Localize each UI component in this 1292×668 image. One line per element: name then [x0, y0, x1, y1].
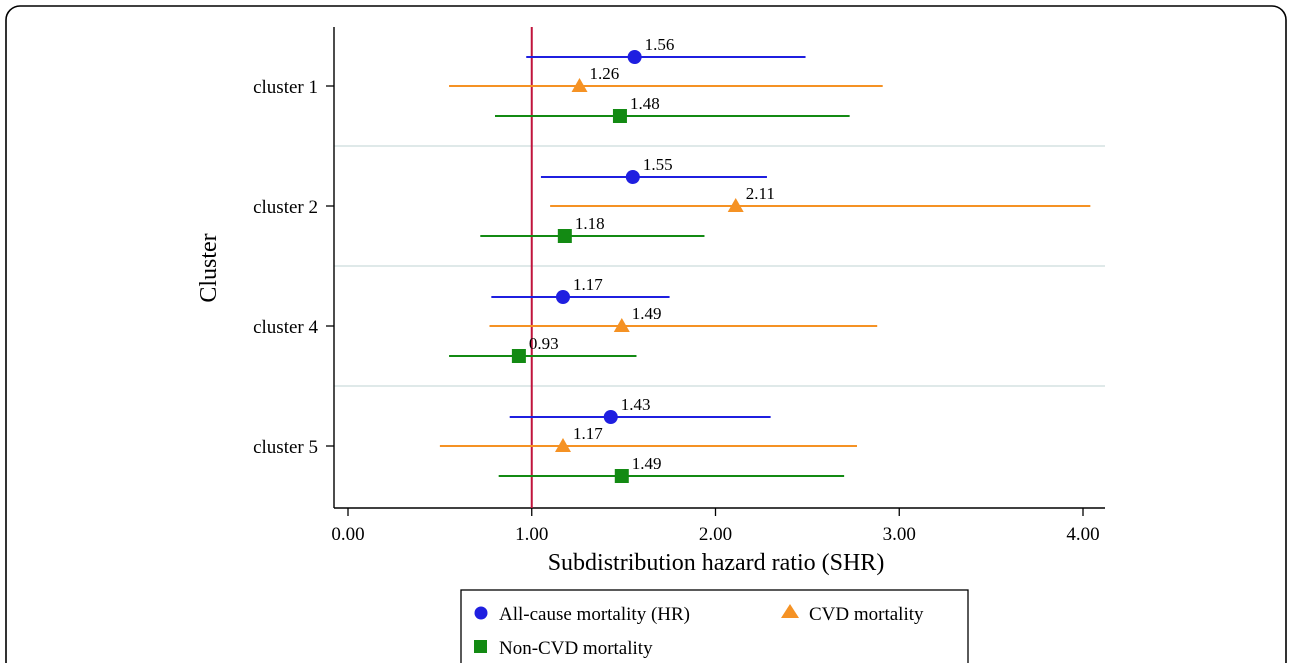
data-marks: 1.56 1.55 1.17 1.43 1.26 2.11 1.49 1.17 1.48 1.18… — [439, 35, 1091, 483]
point-triangle — [571, 78, 588, 92]
point-circle — [603, 410, 618, 424]
value-label: 1.17 — [573, 424, 603, 443]
legend-label-non-cvd: Non-CVD mortality — [499, 638, 653, 659]
legend-label-cvd: CVD mortality — [809, 604, 924, 625]
category-label: cluster 5 — [253, 437, 318, 458]
y-axis-title: Cluster — [196, 233, 222, 302]
point-square — [612, 109, 627, 123]
outer-border — [5, 5, 1287, 668]
point-circle — [625, 170, 640, 184]
legend-marker-all-cause — [474, 606, 488, 620]
legend: All-cause mortality (HR) CVD mortality N… — [460, 589, 969, 668]
value-label: 1.17 — [573, 275, 603, 294]
series-square: 1.48 1.18 0.93 1.49 — [449, 94, 850, 483]
point-square — [511, 349, 526, 363]
category-label: cluster 1 — [253, 77, 318, 98]
series-triangle: 1.26 2.11 1.49 1.17 — [439, 64, 1091, 452]
category-label: cluster 2 — [253, 197, 318, 218]
x-tick-label: 0.00 — [331, 524, 364, 545]
point-square — [557, 229, 572, 243]
value-label: 1.43 — [621, 395, 651, 414]
x-axis-title: Subdistribution hazard ratio (SHR) — [548, 550, 885, 576]
y-categories: cluster 1 cluster 2 cluster 4 cluster 5 — [253, 77, 334, 458]
legend-box — [460, 589, 969, 668]
value-label: 1.56 — [645, 35, 675, 54]
series-circle: 1.56 1.55 1.17 1.43 — [491, 35, 806, 424]
x-tick-label: 1.00 — [515, 524, 548, 545]
point-triangle — [727, 198, 744, 212]
point-triangle — [554, 438, 571, 452]
category-label: cluster 4 — [253, 317, 318, 338]
value-label: 0.93 — [529, 334, 559, 353]
value-label: 1.49 — [632, 304, 662, 323]
legend-label-all-cause: All-cause mortality (HR) — [499, 604, 690, 625]
value-label: 1.55 — [643, 155, 673, 174]
point-triangle — [613, 318, 630, 332]
legend-marker-non-cvd — [474, 640, 487, 653]
x-ticks: 0.00 1.00 2.00 3.00 4.00 — [331, 508, 1100, 545]
point-circle — [627, 50, 642, 64]
value-label: 1.26 — [590, 64, 620, 83]
value-label: 2.11 — [746, 184, 775, 203]
value-label: 1.18 — [575, 214, 605, 233]
x-tick-label: 2.00 — [699, 524, 732, 545]
x-tick-label: 3.00 — [883, 524, 916, 545]
legend-marker-cvd — [781, 604, 799, 618]
value-label: 1.49 — [632, 454, 662, 473]
point-circle — [555, 290, 570, 304]
point-square — [614, 469, 629, 483]
value-label: 1.48 — [630, 94, 660, 113]
x-tick-label: 4.00 — [1066, 524, 1099, 545]
category-separators — [334, 145, 1105, 387]
